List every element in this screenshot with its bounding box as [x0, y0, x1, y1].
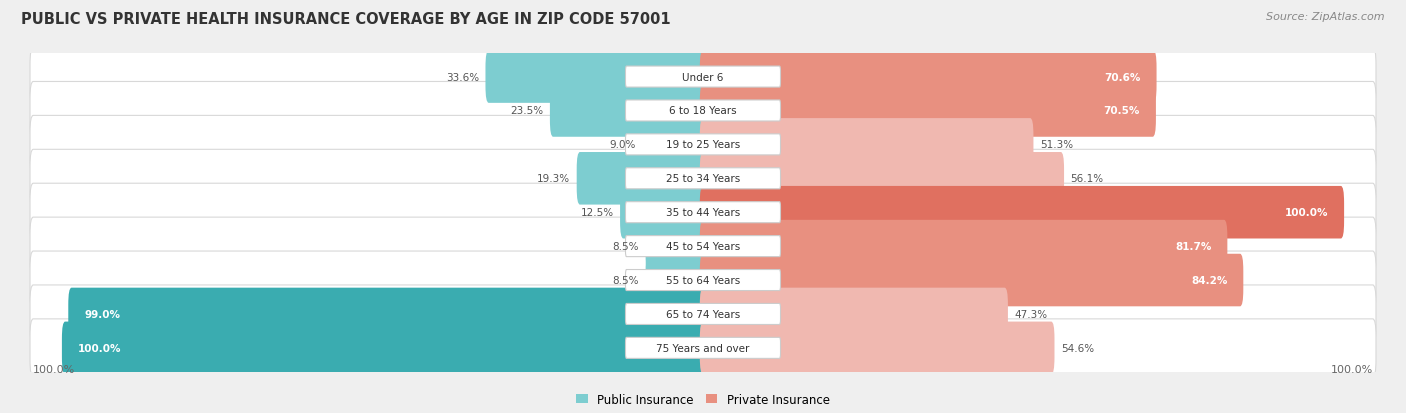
Text: 75 Years and over: 75 Years and over	[657, 343, 749, 353]
FancyBboxPatch shape	[30, 150, 1376, 208]
Text: 47.3%: 47.3%	[1014, 309, 1047, 319]
FancyBboxPatch shape	[30, 82, 1376, 140]
FancyBboxPatch shape	[550, 85, 706, 138]
FancyBboxPatch shape	[626, 270, 780, 291]
FancyBboxPatch shape	[626, 337, 780, 358]
FancyBboxPatch shape	[700, 220, 1227, 273]
Text: 8.5%: 8.5%	[613, 275, 640, 285]
Text: 70.5%: 70.5%	[1104, 106, 1140, 116]
Text: 56.1%: 56.1%	[1070, 174, 1104, 184]
FancyBboxPatch shape	[620, 187, 706, 239]
Text: 84.2%: 84.2%	[1191, 275, 1227, 285]
Text: 54.6%: 54.6%	[1062, 343, 1094, 353]
FancyBboxPatch shape	[700, 85, 1156, 138]
Text: 51.3%: 51.3%	[1040, 140, 1073, 150]
FancyBboxPatch shape	[30, 184, 1376, 242]
Text: 19 to 25 Years: 19 to 25 Years	[666, 140, 740, 150]
Text: 100.0%: 100.0%	[1285, 208, 1329, 218]
FancyBboxPatch shape	[626, 135, 780, 156]
Text: 70.6%: 70.6%	[1104, 72, 1140, 82]
Text: 6 to 18 Years: 6 to 18 Years	[669, 106, 737, 116]
Text: 35 to 44 Years: 35 to 44 Years	[666, 208, 740, 218]
FancyBboxPatch shape	[700, 119, 1033, 171]
Text: 65 to 74 Years: 65 to 74 Years	[666, 309, 740, 319]
Legend: Public Insurance, Private Insurance: Public Insurance, Private Insurance	[571, 388, 835, 411]
FancyBboxPatch shape	[69, 288, 706, 340]
Text: 81.7%: 81.7%	[1175, 242, 1212, 252]
Text: 55 to 64 Years: 55 to 64 Years	[666, 275, 740, 285]
FancyBboxPatch shape	[626, 101, 780, 122]
FancyBboxPatch shape	[700, 288, 1008, 340]
Text: 99.0%: 99.0%	[84, 309, 121, 319]
Text: 9.0%: 9.0%	[610, 140, 636, 150]
Text: 8.5%: 8.5%	[613, 242, 640, 252]
FancyBboxPatch shape	[576, 153, 706, 205]
FancyBboxPatch shape	[645, 254, 706, 306]
FancyBboxPatch shape	[30, 116, 1376, 174]
Text: 12.5%: 12.5%	[581, 208, 613, 218]
Text: 100.0%: 100.0%	[34, 364, 76, 374]
FancyBboxPatch shape	[62, 322, 706, 374]
Text: 23.5%: 23.5%	[510, 106, 544, 116]
FancyBboxPatch shape	[30, 218, 1376, 275]
FancyBboxPatch shape	[30, 319, 1376, 377]
Text: 25 to 34 Years: 25 to 34 Years	[666, 174, 740, 184]
FancyBboxPatch shape	[626, 67, 780, 88]
Text: 19.3%: 19.3%	[537, 174, 571, 184]
Text: 100.0%: 100.0%	[1330, 364, 1372, 374]
FancyBboxPatch shape	[645, 220, 706, 273]
FancyBboxPatch shape	[626, 202, 780, 223]
FancyBboxPatch shape	[626, 236, 780, 257]
FancyBboxPatch shape	[30, 252, 1376, 309]
FancyBboxPatch shape	[700, 187, 1344, 239]
Text: PUBLIC VS PRIVATE HEALTH INSURANCE COVERAGE BY AGE IN ZIP CODE 57001: PUBLIC VS PRIVATE HEALTH INSURANCE COVER…	[21, 12, 671, 27]
FancyBboxPatch shape	[626, 169, 780, 189]
FancyBboxPatch shape	[700, 322, 1054, 374]
Text: 45 to 54 Years: 45 to 54 Years	[666, 242, 740, 252]
FancyBboxPatch shape	[30, 48, 1376, 106]
FancyBboxPatch shape	[485, 51, 706, 104]
FancyBboxPatch shape	[626, 304, 780, 325]
FancyBboxPatch shape	[700, 254, 1243, 306]
FancyBboxPatch shape	[643, 119, 706, 171]
Text: 33.6%: 33.6%	[446, 72, 479, 82]
Text: Under 6: Under 6	[682, 72, 724, 82]
Text: 100.0%: 100.0%	[77, 343, 121, 353]
FancyBboxPatch shape	[30, 285, 1376, 343]
FancyBboxPatch shape	[700, 153, 1064, 205]
FancyBboxPatch shape	[700, 51, 1157, 104]
Text: Source: ZipAtlas.com: Source: ZipAtlas.com	[1267, 12, 1385, 22]
